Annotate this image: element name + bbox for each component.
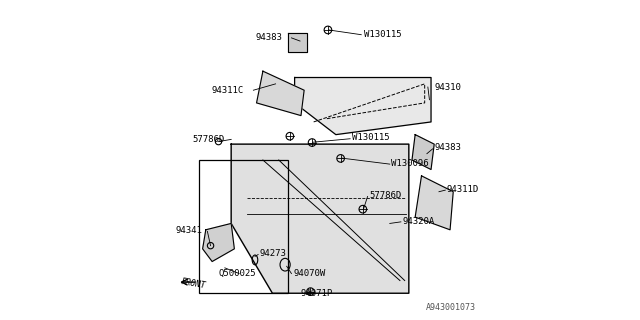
Polygon shape bbox=[415, 176, 453, 230]
Text: W130115: W130115 bbox=[352, 133, 389, 142]
Text: 94310: 94310 bbox=[434, 83, 461, 92]
Text: FRONT: FRONT bbox=[180, 277, 206, 291]
Text: 94383: 94383 bbox=[255, 33, 282, 42]
Polygon shape bbox=[257, 71, 304, 116]
Text: 94273: 94273 bbox=[259, 249, 286, 258]
Text: 94311D: 94311D bbox=[447, 185, 479, 194]
Text: 94070W: 94070W bbox=[293, 269, 325, 278]
Text: 94071P: 94071P bbox=[301, 289, 333, 298]
Text: W130096: W130096 bbox=[392, 159, 429, 168]
Polygon shape bbox=[231, 144, 409, 293]
Text: 94383: 94383 bbox=[434, 143, 461, 152]
Text: 57786D: 57786D bbox=[369, 191, 401, 200]
Text: W130115: W130115 bbox=[364, 30, 402, 39]
Text: 94341: 94341 bbox=[176, 226, 203, 235]
Text: 94311C: 94311C bbox=[212, 86, 244, 95]
Text: A943001073: A943001073 bbox=[426, 303, 476, 312]
Bar bbox=[200, 160, 288, 293]
Polygon shape bbox=[203, 223, 234, 261]
Text: Q500025: Q500025 bbox=[218, 269, 256, 278]
Polygon shape bbox=[294, 77, 431, 135]
Polygon shape bbox=[412, 135, 434, 170]
Text: 57786D: 57786D bbox=[193, 135, 225, 144]
Text: 94320A: 94320A bbox=[403, 217, 435, 226]
Polygon shape bbox=[288, 33, 307, 52]
